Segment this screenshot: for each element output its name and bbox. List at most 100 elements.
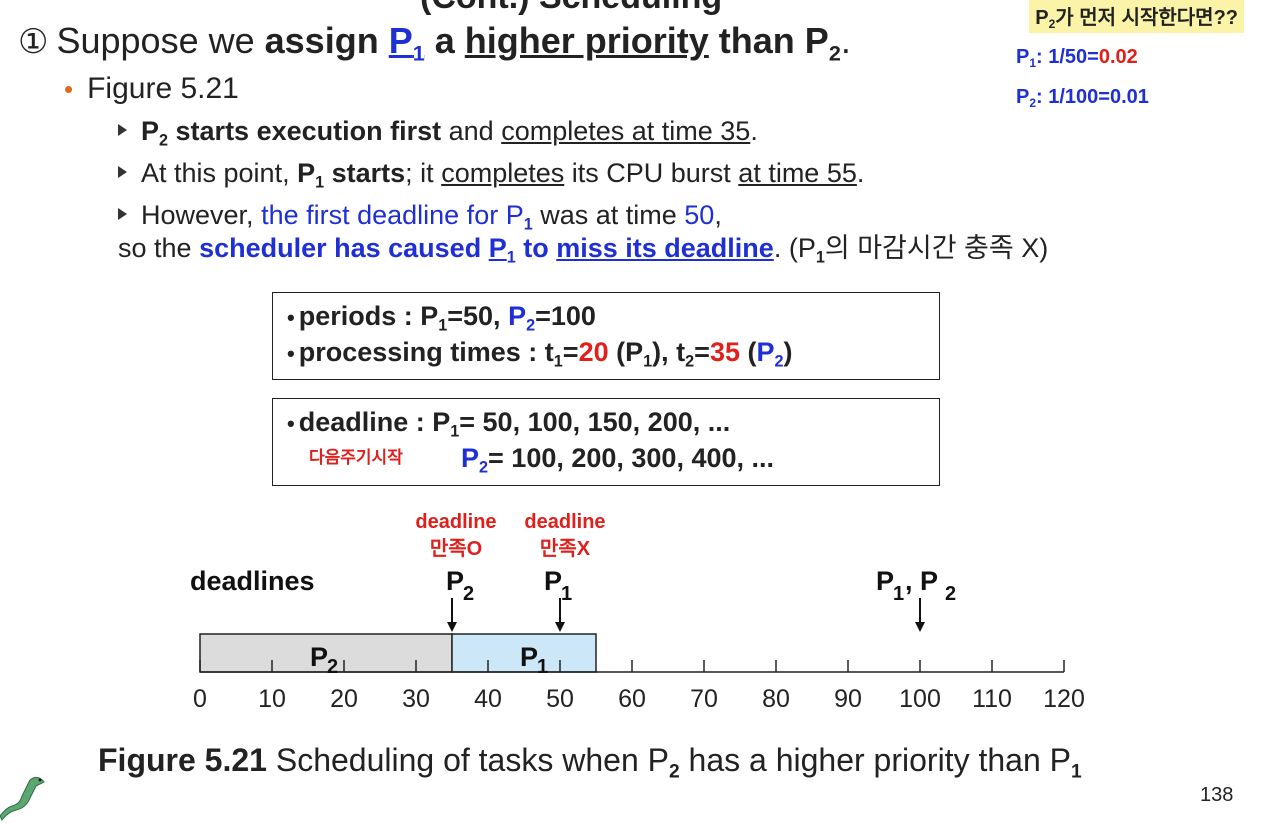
scheduler-caused: scheduler has caused xyxy=(199,233,489,263)
so-the-text: so the xyxy=(118,233,200,263)
heading-p1: P1 xyxy=(388,20,425,66)
heading-assign: assign xyxy=(264,20,379,61)
segment-p2 xyxy=(199,633,453,673)
at-time-55: at time 55 xyxy=(738,158,857,188)
tick-label: 30 xyxy=(402,685,430,713)
sub2-completes: completes xyxy=(441,158,565,188)
sub-bullet-1: P2 starts execution first and completes … xyxy=(118,116,758,150)
processing-times-line: • processing times : t1=20 (P1), t2=35 (P… xyxy=(287,337,793,371)
triangle-bullet-icon xyxy=(118,207,127,220)
bullet-dot-icon: • xyxy=(64,74,74,104)
note-title: P2가 먼저 시작한다면?? xyxy=(1029,0,1244,33)
first-deadline-text: the first deadline for P1 xyxy=(261,200,533,234)
tick-label: 60 xyxy=(618,685,646,713)
svg-text:2: 2 xyxy=(327,656,338,678)
however-text: However, xyxy=(141,200,262,230)
caption-text-2: has a higher priority than P xyxy=(679,742,1071,778)
heading-a: a xyxy=(424,20,465,61)
cut-off-slide-title: (Cont.) Scheduling xyxy=(420,0,722,17)
svg-text:P: P xyxy=(310,642,328,672)
triangle-bullet-icon xyxy=(118,123,127,136)
priority-note: P2가 먼저 시작한다면?? P1: 1/50=0.02 P2: 1/100=0… xyxy=(944,0,1244,120)
p1-missed: P1 xyxy=(488,233,516,267)
periods-line: • periods : P1=50, P2=100 xyxy=(287,301,596,335)
annotation-deadline-missed-2: 만족X xyxy=(540,537,591,560)
deadline-arrow-head xyxy=(555,622,565,632)
completes-time-35: completes at time 35 xyxy=(501,116,751,146)
comma: , xyxy=(714,200,722,230)
sub2-mid: ; it xyxy=(405,158,442,188)
sub2-period: . xyxy=(856,158,865,188)
caption-text: Scheduling of tasks when P xyxy=(266,742,669,778)
deadline-arrows xyxy=(447,598,925,632)
time-axis xyxy=(199,660,1065,673)
next-period-label: 다음주기시작 xyxy=(309,448,403,467)
deadline-p1-line: • deadline : P1= 50, 100, 150, 200, ... xyxy=(287,407,731,441)
deadline-box: • deadline : P1= 50, 100, 150, 200, ... 다… xyxy=(272,398,940,486)
deadline-p2-line: P2= 100, 200, 300, 400, ... xyxy=(461,443,775,477)
tick-label: 40 xyxy=(474,685,502,713)
tick-label: 0 xyxy=(193,685,207,713)
annotation-deadline-missed-1: deadline xyxy=(524,511,605,533)
bullet-text: Figure 5.21 xyxy=(87,72,239,105)
svg-text:P: P xyxy=(544,566,562,596)
bar-label-p1: P 1 xyxy=(520,642,548,678)
bullet-figure-ref: • Figure 5.21 xyxy=(64,72,239,106)
marker-p2-label: P 2 xyxy=(446,566,474,605)
caption-figure-number: Figure 5.21 xyxy=(98,742,267,778)
p1-starts: P1 starts xyxy=(297,158,406,192)
tick-labels: 0 10 20 30 40 50 60 70 80 90 100 110 120 xyxy=(193,685,1085,713)
svg-text:1: 1 xyxy=(893,583,904,605)
deadline-arrow-head xyxy=(447,622,457,632)
svg-text:1: 1 xyxy=(537,656,548,678)
page-number: 138 xyxy=(1200,784,1234,806)
note-p2-rate: P2: 1/100=0.01 xyxy=(1016,86,1149,111)
heading-period: . xyxy=(840,20,851,61)
marker-p1-p2-label: P 1 , P 2 xyxy=(876,566,956,605)
miss-deadline: miss its deadline xyxy=(556,233,774,263)
svg-text:P: P xyxy=(876,566,894,596)
svg-text:1: 1 xyxy=(561,583,572,605)
at-this-point: At this point, xyxy=(141,158,298,188)
tick-label: 80 xyxy=(762,685,790,713)
was-at-text: was at time xyxy=(532,200,685,230)
tick-label: 120 xyxy=(1043,685,1085,713)
annotation-deadline-met-1: deadline xyxy=(415,511,496,533)
tick-label: 90 xyxy=(834,685,862,713)
svg-text:2: 2 xyxy=(945,583,956,605)
annotation-deadline-met-2: 만족O xyxy=(430,537,482,560)
tick-label: 20 xyxy=(330,685,358,713)
and-text: and xyxy=(441,116,502,146)
segment-p1 xyxy=(451,633,597,673)
figure-caption: Figure 5.21 Scheduling of tasks when P2 … xyxy=(98,742,1082,783)
periods-box: • periods : P1=50, P2=100 • processing tim… xyxy=(272,292,940,380)
deadlines-label: deadlines xyxy=(190,566,315,596)
scheduling-timeline: deadlines deadline 만족O deadline 만족X P 2 … xyxy=(190,511,1085,713)
circled-number: ① xyxy=(18,23,49,61)
svg-text:P: P xyxy=(446,566,464,596)
note-p1-rate: P1: 1/50=0.02 xyxy=(1016,46,1138,71)
heading-than-p2: than P2 xyxy=(708,20,841,66)
time-50: 50 xyxy=(684,200,715,230)
svg-text:, P: , P xyxy=(905,566,938,596)
dinosaur-logo-icon xyxy=(0,776,45,821)
tick-label: 110 xyxy=(972,685,1012,713)
tick-label: 100 xyxy=(899,685,941,713)
triangle-bullet-icon xyxy=(118,165,127,178)
korean-note: . (P1의 마감시간 충족 X) xyxy=(773,233,1049,267)
tick-label: 50 xyxy=(546,685,574,713)
sub1-period: . xyxy=(750,116,758,146)
sub-bullet-3: However, the first deadline for P1 was a… xyxy=(118,199,1049,267)
sub2-mid2: its CPU burst xyxy=(564,158,739,188)
svg-text:P: P xyxy=(520,642,538,672)
p2-starts-first: P2 starts execution first xyxy=(141,116,442,150)
tick-label: 10 xyxy=(258,685,286,713)
sub-bullet-2: At this point, P1 starts; it completes i… xyxy=(118,158,865,192)
marker-p1-label: P 1 xyxy=(544,566,572,605)
slide-heading: ① Suppose we assign P1 a higher priority … xyxy=(18,20,851,66)
heading-text: Suppose we xyxy=(56,20,265,61)
deadline-arrow-head xyxy=(915,622,925,632)
tick-label: 70 xyxy=(690,685,718,713)
heading-higher-priority: higher priority xyxy=(464,20,709,61)
svg-text:2: 2 xyxy=(463,583,474,605)
